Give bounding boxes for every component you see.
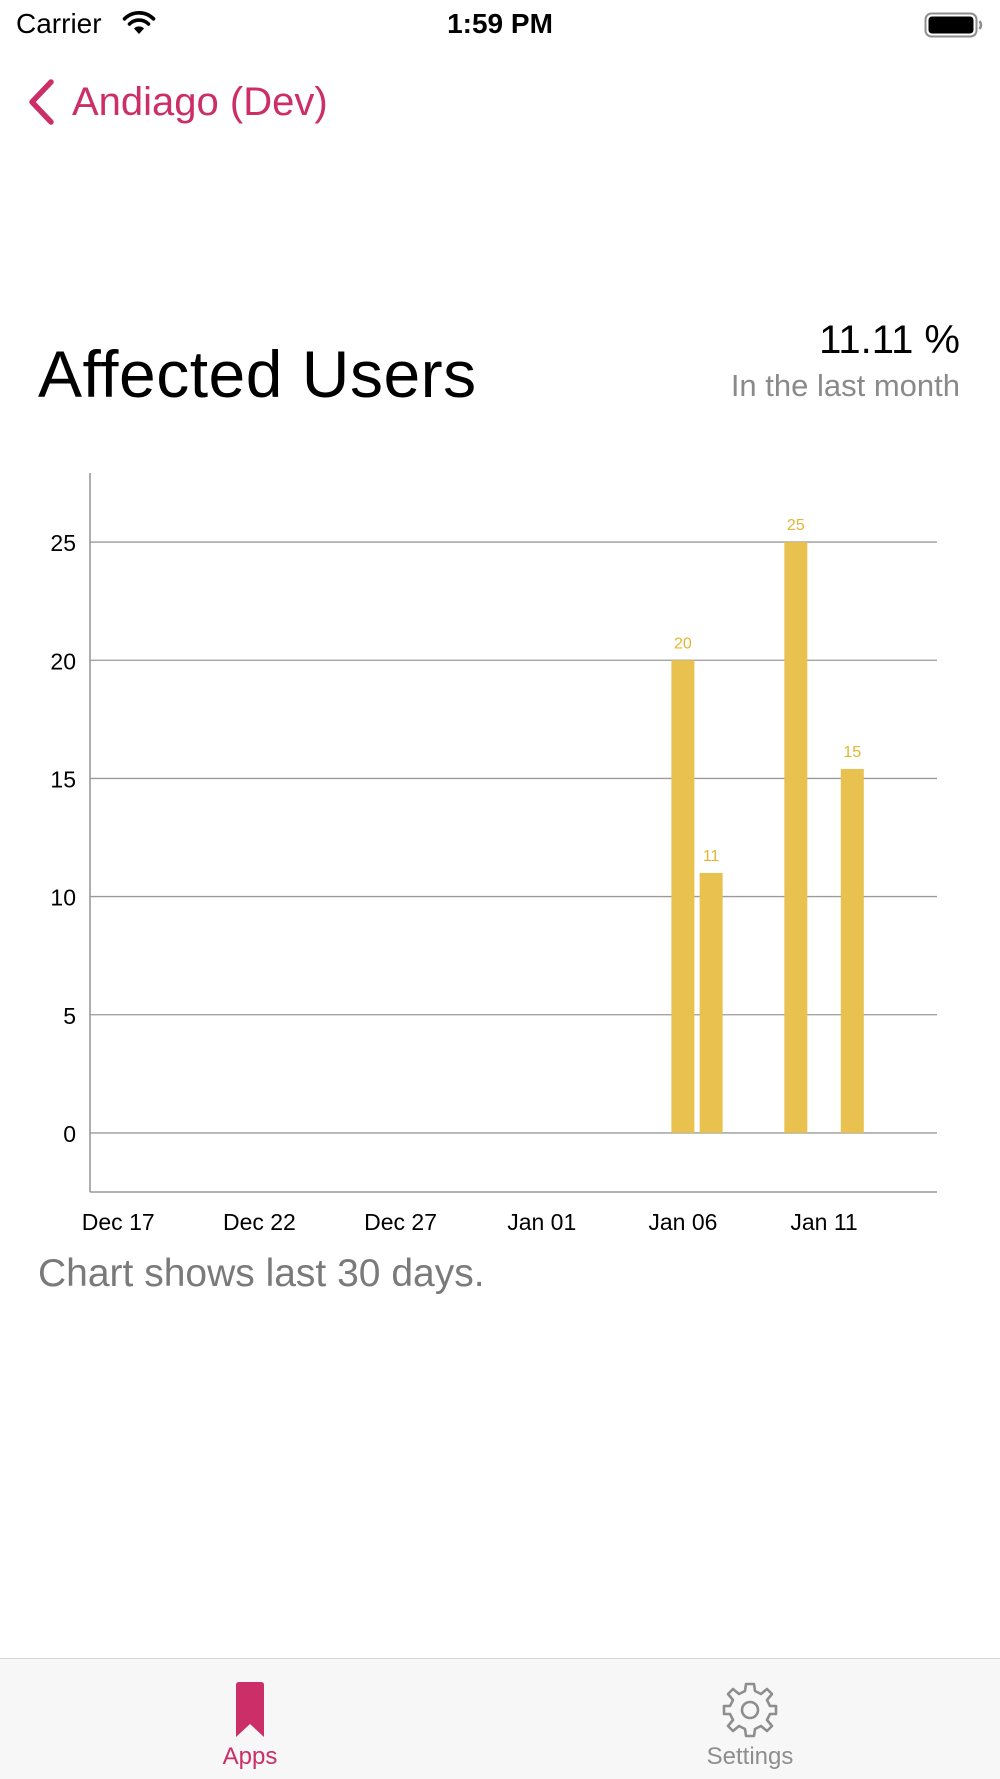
tab-apps[interactable]: Apps [0,1659,500,1779]
chevron-left-icon [26,78,56,126]
tab-bar: Apps Settings [0,1658,1000,1779]
bar [671,660,695,1133]
bar-value-label: 25 [787,517,805,534]
x-tick-label: Dec 27 [364,1209,437,1235]
gear-icon [721,1681,779,1739]
status-bar: Carrier 1:59 PM [0,0,1000,50]
x-tick-label: Jan 06 [648,1209,717,1235]
y-tick-label: 25 [50,530,76,556]
affected-users-chart: 0 5 10 15 20 25 Dec 17 Dec 22 Dec 27 Jan 01 Jan 06… [50,473,937,1235]
bookmark-icon [232,1681,268,1739]
bar-value-label: 15 [843,744,861,761]
tab-apps-label: Apps [222,1743,278,1770]
status-time: 1:59 PM [447,8,553,39]
y-tick-label: 15 [50,766,76,792]
x-tick-label: Jan 11 [790,1209,857,1235]
bar [840,768,864,1133]
carrier-label: Carrier [16,8,102,39]
back-button[interactable]: Andiago (Dev) [26,76,328,128]
tab-settings-label: Settings [706,1743,794,1770]
chart-footnote: Chart shows last 30 days. [38,1252,485,1295]
back-button-label: Andiago (Dev) [72,79,328,124]
y-tick-label: 0 [63,1121,76,1147]
bar [784,542,808,1133]
x-tick-label: Jan 01 [507,1209,576,1235]
bar-value-label: 20 [674,635,692,652]
y-tick-label: 20 [50,648,76,674]
bar [699,872,723,1133]
y-tick-label: 5 [63,1003,76,1029]
affected-percent: 11.11 % [819,318,960,362]
battery-icon [924,12,984,43]
affected-percent-caption: In the last month [730,368,960,403]
x-tick-label: Dec 22 [223,1209,296,1235]
page-title: Affected Users [38,337,477,411]
tab-settings[interactable]: Settings [500,1659,1000,1779]
bar-value-label: 11 [703,848,720,865]
wifi-icon [122,10,156,41]
y-tick-label: 10 [50,885,76,911]
x-tick-label: Dec 17 [82,1209,155,1235]
